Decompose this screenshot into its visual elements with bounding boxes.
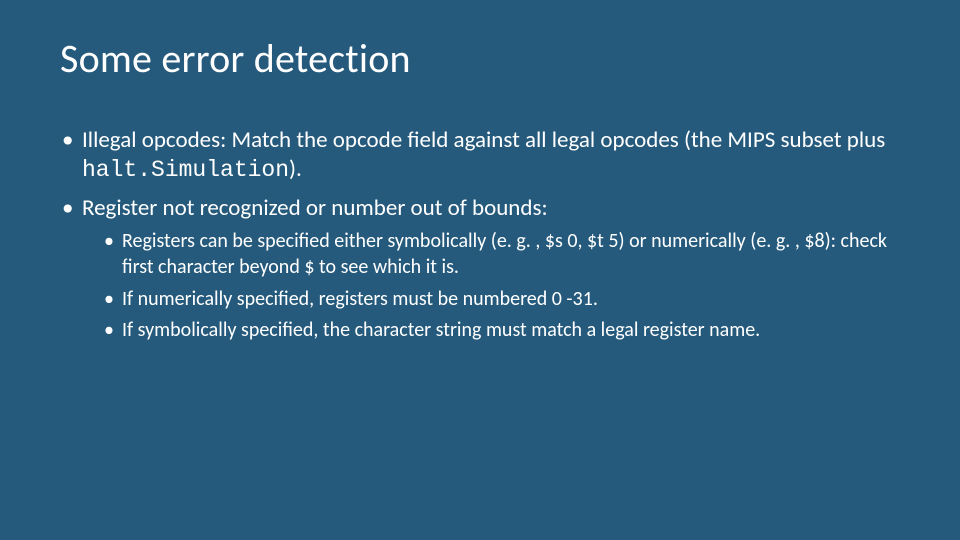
sub-bullet-1-text: Registers can be specified either symbol… bbox=[122, 229, 887, 279]
slide-title: Some error detection bbox=[60, 36, 900, 82]
sub-bullet-2-text: If numerically specified, registers must… bbox=[122, 287, 598, 311]
sub-bullet-3: If symbolically specified, the character… bbox=[82, 318, 900, 344]
sub-bullet-3-text: If symbolically specified, the character… bbox=[122, 318, 760, 342]
bullet-list-level1: Illegal opcodes: Match the opcode field … bbox=[60, 126, 900, 344]
sub-bullet-1: Registers can be specified either symbol… bbox=[82, 229, 900, 280]
bullet-1-text-pre: Illegal opcodes: Match the opcode field … bbox=[82, 126, 885, 154]
bullet-2-text: Register not recognized or number out of… bbox=[82, 194, 548, 222]
bullet-1-code: halt.Simulation bbox=[82, 157, 289, 183]
bullet-item-2: Register not recognized or number out of… bbox=[60, 194, 900, 344]
bullet-item-1: Illegal opcodes: Match the opcode field … bbox=[60, 126, 900, 186]
slide: Some error detection Illegal opcodes: Ma… bbox=[0, 0, 960, 540]
bullet-list-level2: Registers can be specified either symbol… bbox=[82, 229, 900, 343]
bullet-1-text-post: ). bbox=[289, 155, 302, 183]
sub-bullet-2: If numerically specified, registers must… bbox=[82, 287, 900, 313]
